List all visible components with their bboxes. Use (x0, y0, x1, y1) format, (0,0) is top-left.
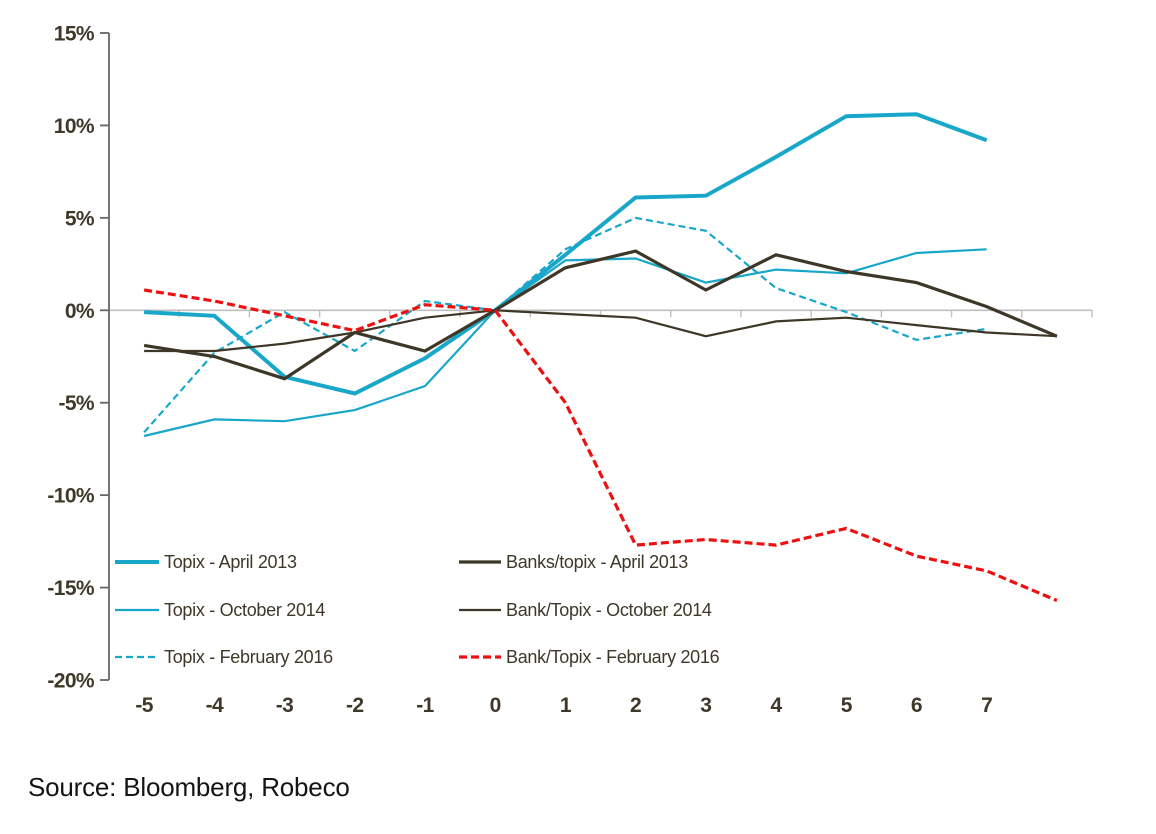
x-tick-label: 1 (560, 694, 572, 717)
x-tick-label: -4 (206, 694, 224, 717)
y-tick-label: 0% (65, 300, 95, 323)
x-tick-label: 2 (630, 694, 641, 717)
x-tick-label: 7 (981, 694, 992, 717)
series-line-5 (143, 288, 1058, 602)
x-tick-label: -1 (416, 694, 434, 717)
y-tick-label: -20% (47, 670, 95, 693)
x-tick-label: 0 (490, 694, 501, 717)
x-tick-label: -2 (346, 694, 363, 717)
x-tick-label: 3 (700, 694, 711, 717)
y-tick-label: -10% (47, 485, 95, 508)
y-tick-label: -5% (58, 392, 94, 415)
y-tick-label: 15% (54, 23, 95, 46)
y-tick-label: -15% (47, 577, 95, 600)
series-line-4 (144, 309, 1057, 353)
source-note: Source: Bloomberg, Robeco (28, 772, 350, 802)
y-tick-label: 10% (54, 115, 95, 138)
y-tick-label: 5% (65, 207, 95, 230)
series-line-2 (143, 216, 987, 434)
x-tick-label: -5 (135, 694, 153, 717)
series-line-3 (143, 249, 1058, 381)
series-line-1 (143, 248, 987, 438)
x-tick-label: -3 (276, 694, 293, 717)
x-tick-label: 4 (770, 694, 782, 717)
x-tick-label: 5 (841, 694, 853, 717)
x-tick-label: 6 (911, 694, 922, 717)
series-line-0 (144, 112, 988, 396)
